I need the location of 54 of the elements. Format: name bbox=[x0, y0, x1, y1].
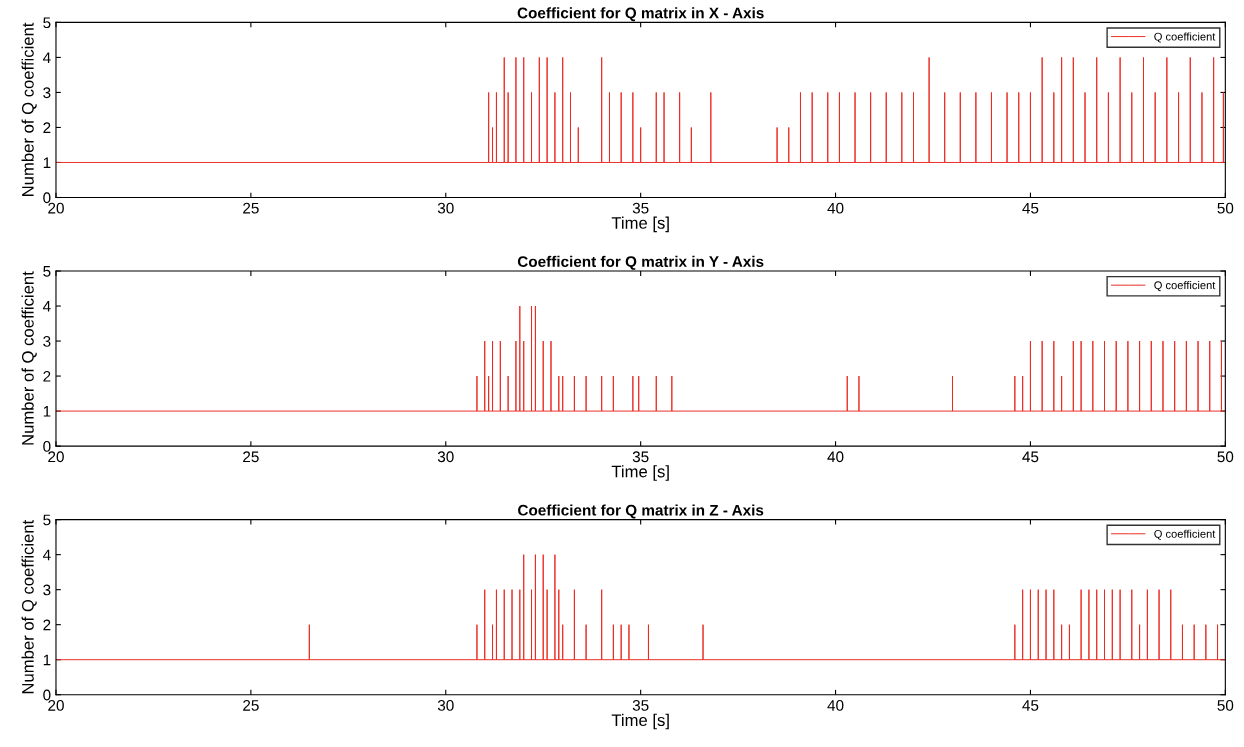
y-tick-label: 1 bbox=[43, 157, 51, 169]
x-tick-label: 45 bbox=[1022, 202, 1039, 214]
x-axis-title: Time [s] bbox=[611, 465, 669, 481]
x-tick-label: 30 bbox=[437, 202, 454, 214]
legend-label: Q coefficient bbox=[1154, 529, 1216, 540]
y-tick-label: 0 bbox=[43, 689, 51, 701]
y-tick-label: 0 bbox=[43, 440, 51, 452]
y-tick-label: 3 bbox=[43, 584, 51, 596]
y-tick-label: 5 bbox=[43, 514, 51, 526]
x-axis-title: Time [s] bbox=[611, 713, 669, 730]
x-tick-label: 45 bbox=[1022, 700, 1039, 711]
y-axis-title: Number of Q coefficient bbox=[21, 271, 37, 445]
y-tick-label: 3 bbox=[43, 87, 51, 99]
y-tick-label: 5 bbox=[43, 17, 51, 29]
y-tick-label: 2 bbox=[43, 619, 51, 631]
x-tick-label: 25 bbox=[243, 451, 259, 463]
line-series bbox=[55, 56, 1226, 163]
x-tick-label: 20 bbox=[48, 202, 64, 214]
y-tick-label: 4 bbox=[42, 549, 51, 561]
x-tick-label: 20 bbox=[48, 451, 64, 463]
x-tick-label: 50 bbox=[1217, 202, 1234, 214]
x-tick-label: 25 bbox=[243, 202, 259, 214]
chart-title: Coefficient for Q matrix in Y - Axis bbox=[517, 255, 764, 270]
y-tick-label: 1 bbox=[43, 654, 51, 666]
y-tick-label: 4 bbox=[42, 52, 51, 63]
x-axis-title: Time [s] bbox=[611, 216, 669, 233]
x-tick-label: 35 bbox=[632, 451, 649, 463]
x-tick-label: 45 bbox=[1022, 451, 1039, 463]
x-tick-label: 35 bbox=[632, 699, 649, 711]
legend-label: Q coefficient bbox=[1154, 32, 1216, 43]
y-tick-label: 0 bbox=[43, 192, 51, 204]
y-axis-title: Number of Q coefficient bbox=[21, 22, 37, 196]
x-tick-label: 20 bbox=[48, 699, 64, 711]
y-tick-label: 3 bbox=[43, 335, 51, 347]
chart-title: Coefficient for Q matrix in X - Axis bbox=[517, 7, 764, 22]
line-series bbox=[55, 554, 1226, 661]
chart-title: Coefficient for Q matrix in Z - Axis bbox=[518, 504, 764, 519]
y-tick-label: 5 bbox=[43, 266, 51, 277]
x-tick-label: 50 bbox=[1217, 451, 1234, 463]
x-tick-label: 40 bbox=[827, 451, 844, 463]
legend-label: Q coefficient bbox=[1154, 281, 1216, 292]
y-tick-label: 2 bbox=[43, 122, 51, 133]
x-tick-label: 25 bbox=[243, 699, 259, 711]
y-tick-label: 2 bbox=[43, 370, 51, 382]
x-tick-label: 30 bbox=[437, 699, 454, 711]
x-tick-label: 30 bbox=[437, 451, 454, 463]
y-axis-title: Number of Q coefficient bbox=[21, 519, 37, 694]
line-series bbox=[55, 305, 1226, 412]
y-tick-label: 1 bbox=[43, 406, 51, 417]
x-tick-label: 50 bbox=[1217, 699, 1234, 711]
x-tick-label: 40 bbox=[827, 202, 844, 214]
y-tick-label: 4 bbox=[42, 301, 51, 312]
x-tick-label: 35 bbox=[632, 202, 649, 214]
x-tick-label: 40 bbox=[827, 699, 844, 711]
